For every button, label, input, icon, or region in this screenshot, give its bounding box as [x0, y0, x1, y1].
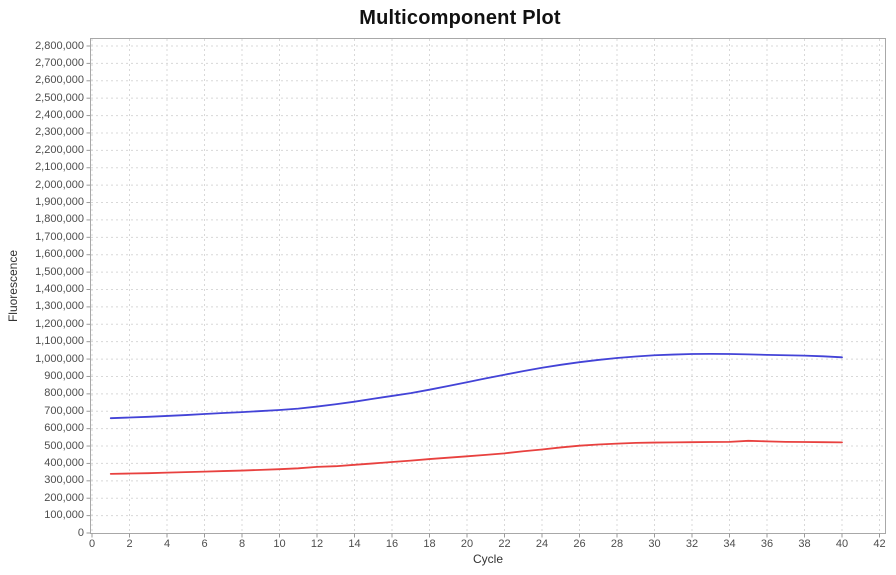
y-tick-label: 2,700,000 — [35, 56, 84, 69]
y-tick-label: 800,000 — [44, 387, 84, 400]
x-tick-label: 36 — [760, 538, 774, 550]
series-line-red-trace — [109, 439, 843, 475]
x-tick-label: 16 — [385, 538, 399, 550]
x-tick-label: 20 — [460, 538, 474, 550]
y-tick-label: 1,300,000 — [35, 300, 84, 313]
x-tick-label: 2 — [126, 538, 133, 550]
x-tick-label: 32 — [685, 538, 699, 550]
x-tick-label: 28 — [610, 538, 624, 550]
y-tick-label: 1,200,000 — [35, 317, 84, 330]
y-tick-label: 200,000 — [44, 491, 84, 504]
x-tick-label: 14 — [348, 538, 361, 550]
x-tick-label: 34 — [723, 538, 736, 550]
x-tick-label: 38 — [798, 538, 811, 550]
y-tick-label: 2,500,000 — [35, 91, 84, 104]
x-tick-label: 12 — [310, 538, 324, 550]
y-tick-label: 2,300,000 — [35, 126, 84, 139]
x-tick-label: 24 — [535, 538, 549, 550]
y-tick-label: 2,000,000 — [35, 178, 84, 191]
y-tick-label: 600,000 — [44, 422, 84, 435]
y-tick-label: 1,500,000 — [35, 265, 84, 278]
y-tick-label: 1,900,000 — [35, 196, 84, 209]
chart-title: Multicomponent Plot — [359, 7, 561, 29]
y-tick-label: 700,000 — [44, 404, 84, 417]
x-tick-label: 30 — [648, 538, 661, 550]
x-tick-label: 6 — [201, 538, 208, 550]
x-tick-label: 22 — [498, 538, 511, 550]
y-tick-label: 0 — [77, 526, 84, 539]
y-tick-label: 500,000 — [44, 439, 84, 452]
y-tick-label: 300,000 — [44, 474, 84, 487]
y-tick-label: 1,800,000 — [35, 213, 84, 226]
y-tick-label: 1,100,000 — [35, 335, 84, 348]
y-tick-label: 900,000 — [44, 369, 84, 382]
x-axis-title: Cycle — [472, 552, 503, 566]
x-tick-label: 10 — [273, 538, 286, 550]
y-tick-label: 2,800,000 — [35, 39, 84, 52]
x-tick-label: 8 — [238, 538, 246, 550]
x-tick-label: 18 — [423, 538, 436, 550]
y-tick-label: 1,700,000 — [35, 230, 84, 243]
plot-border — [90, 38, 886, 534]
y-tick-label: 2,600,000 — [35, 74, 84, 87]
y-tick-label: 1,000,000 — [35, 352, 84, 365]
y-tick-label: 1,600,000 — [35, 248, 84, 261]
y-tick-label: 1,400,000 — [35, 283, 84, 295]
x-tick-label: 26 — [573, 538, 586, 550]
y-tick-label: 2,400,000 — [35, 109, 84, 122]
y-tick-label: 100,000 — [44, 509, 84, 522]
y-axis-title: Fluorescence — [6, 249, 20, 323]
y-tick-label: 400,000 — [44, 456, 84, 469]
y-tick-label: 2,100,000 — [35, 161, 84, 174]
x-tick-label: 40 — [835, 538, 849, 550]
x-tick-label: 42 — [873, 538, 886, 550]
x-tick-label: 4 — [163, 538, 171, 550]
y-tick-label: 2,200,000 — [35, 143, 84, 156]
series-line-blue-trace — [109, 352, 843, 420]
x-tick-label: 0 — [88, 538, 96, 550]
